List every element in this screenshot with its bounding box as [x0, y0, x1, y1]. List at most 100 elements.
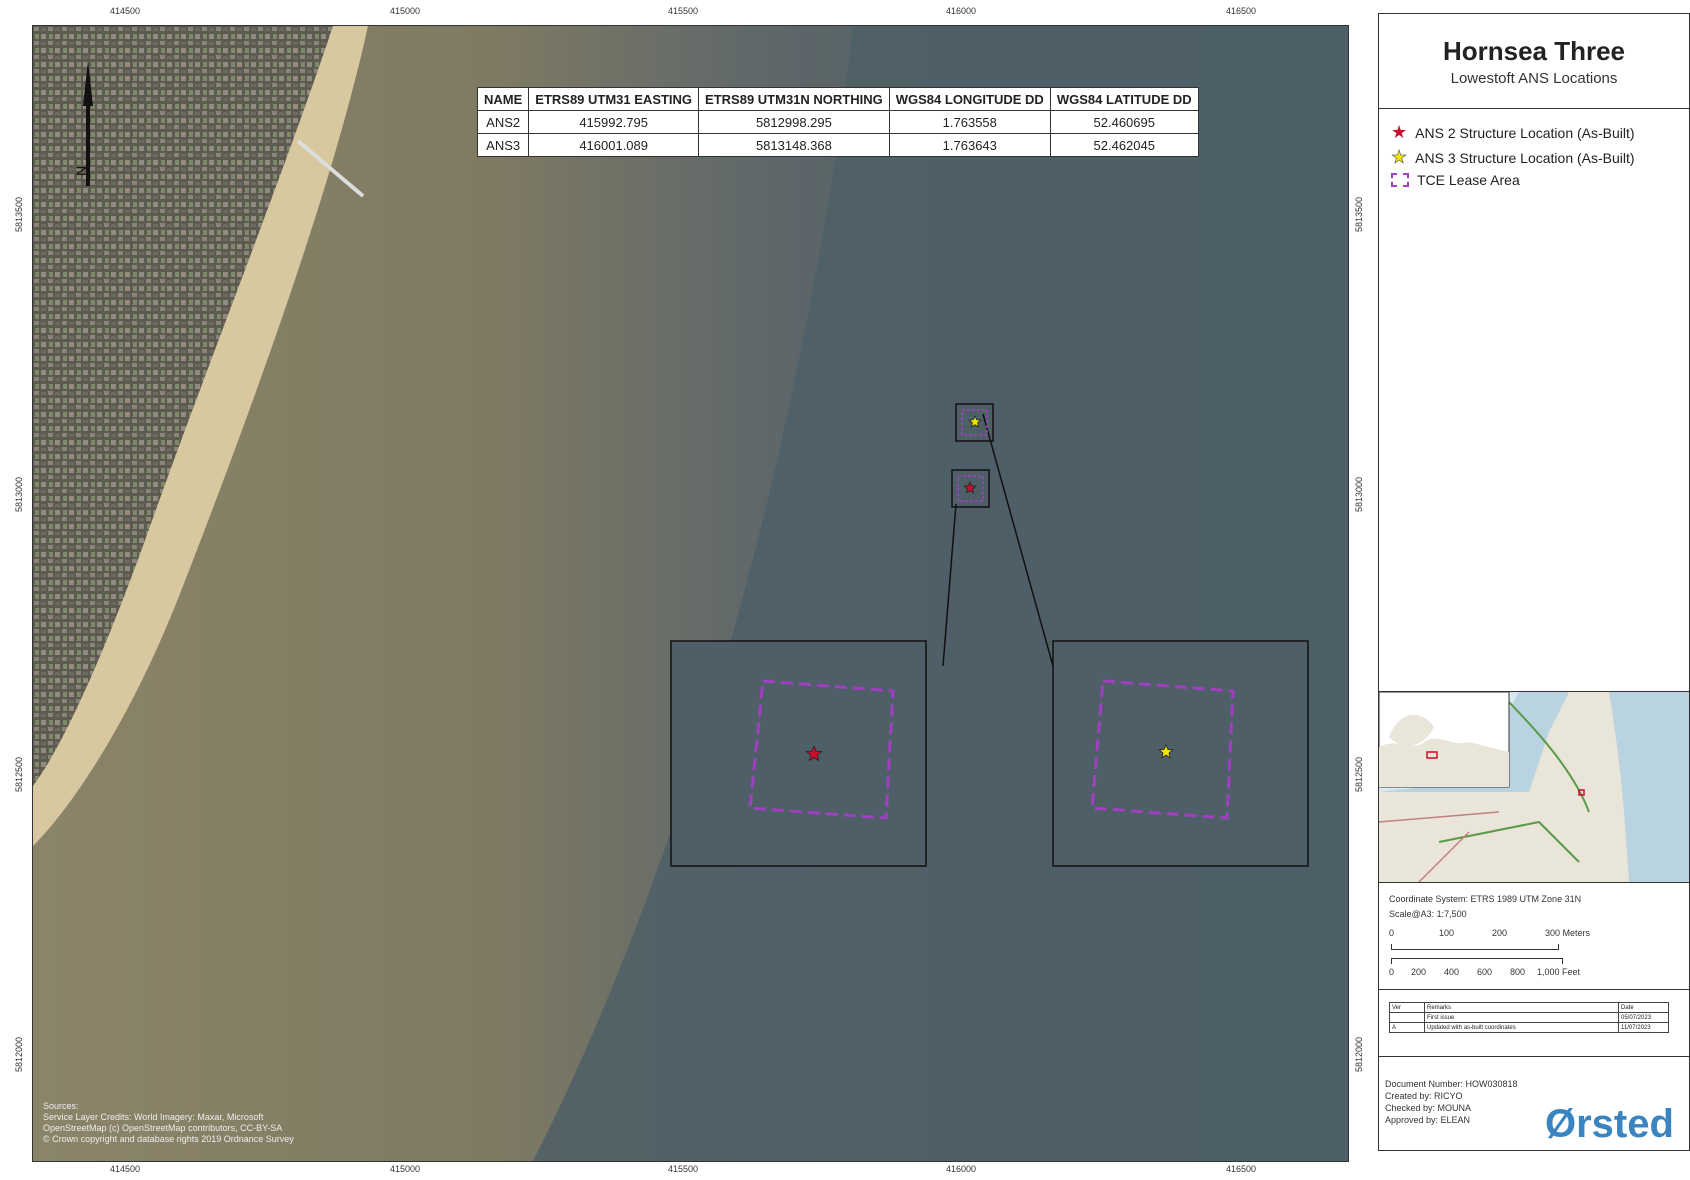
col-northing: ETRS89 UTM31N NORTHING: [698, 87, 890, 111]
approved-by: Approved by: ELEAN: [1385, 1115, 1471, 1125]
orsted-logo: Ørsted: [1545, 1102, 1674, 1146]
cell: Updated with as-built coordinates: [1424, 1022, 1619, 1033]
ans3-small-box: [955, 403, 994, 442]
legend-item-ans3: ★ ANS 3 Structure Location (As-Built): [1391, 147, 1635, 168]
scale-tick: 0: [1389, 967, 1395, 977]
cell: 5813148.368: [698, 133, 890, 157]
credits-line: OpenStreetMap (c) OpenStreetMap contribu…: [43, 1123, 283, 1133]
star-ans2-large-shape: [805, 744, 823, 762]
created-by: Created by: RICYO: [1385, 1091, 1463, 1101]
scale-tick: 200: [1411, 967, 1427, 977]
star-ans3-large-shape: [1158, 743, 1174, 759]
map-subtitle: Lowestoft ANS Locations: [1450, 70, 1618, 87]
cell: 05/07/2023: [1618, 1012, 1669, 1023]
scale-tick: 100: [1439, 928, 1455, 938]
coordinate-system: Coordinate System: ETRS 1989 UTM Zone 31…: [1389, 894, 1582, 904]
y-tick-right-4: 5812000: [1354, 1036, 1364, 1072]
yellow-star-icon: ★: [1391, 147, 1408, 168]
map-credits: Sources: Service Layer Credits: World Im…: [43, 1101, 294, 1145]
credits-line: © Crown copyright and database rights 20…: [43, 1134, 294, 1144]
y-tick-right-3: 5812500: [1354, 756, 1364, 792]
town-area: [33, 26, 333, 786]
cell: A: [1389, 1022, 1425, 1033]
ans3-star-marker: [1158, 743, 1174, 759]
cell: 52.462045: [1049, 133, 1199, 157]
credits-line: Sources:: [43, 1101, 79, 1111]
x-tick-top-4: 416000: [946, 6, 977, 16]
scale-tick: 0: [1389, 928, 1395, 938]
legend-label: ANS 3 Structure Location (As-Built): [1415, 149, 1635, 166]
scale-tick: 600: [1477, 967, 1493, 977]
ans3-lease-area: [1090, 679, 1235, 820]
cell: 52.460695: [1049, 110, 1199, 134]
cell: 416001.089: [528, 133, 700, 157]
map-canvas: N: [33, 26, 1348, 1161]
scale-tick: 400: [1444, 967, 1460, 977]
cell: 11/07/2023: [1618, 1022, 1669, 1033]
col-easting: ETRS89 UTM31 EASTING: [528, 87, 700, 111]
col-name: NAME: [476, 87, 530, 111]
north-arrow: N: [73, 61, 93, 186]
cell: 415992.795: [528, 110, 700, 134]
revision-table: Ver Remarks Date First issue 05/07/2023 …: [1389, 1002, 1669, 1033]
map-title: Hornsea Three: [1442, 36, 1626, 66]
cell: Date: [1618, 1002, 1669, 1013]
deep-water: [533, 26, 1348, 1161]
map-info-panel: Hornsea Three Lowestoft ANS Locations ★ …: [1378, 13, 1690, 1151]
legend-label: ANS 2 Structure Location (As-Built): [1415, 124, 1635, 141]
legend-item-lease: TCE Lease Area: [1391, 172, 1520, 188]
cell: Ver: [1389, 1002, 1425, 1013]
cell: 1.763558: [888, 110, 1051, 134]
x-tick-bottom-1: 414500: [110, 1164, 141, 1174]
x-tick-top-3: 415500: [668, 6, 699, 16]
legend-item-ans2: ★ ANS 2 Structure Location (As-Built): [1391, 122, 1635, 143]
document-number: Document Number: HOW030818: [1385, 1079, 1518, 1089]
y-tick-left-2: 5813000: [14, 476, 24, 512]
star-ans2-small-shape: [963, 480, 977, 494]
y-tick-right-2: 5813000: [1354, 476, 1364, 512]
table-row: ANS2 415992.795 5812998.295 1.763558 52.…: [476, 110, 1199, 134]
y-tick-left-1: 5813500: [14, 196, 24, 232]
ans2-star-small: [963, 480, 977, 494]
credits-line: Service Layer Credits: World Imagery: Ma…: [43, 1112, 264, 1122]
red-star-icon: ★: [1391, 122, 1408, 142]
cell: [1389, 1012, 1425, 1023]
ans2-lease-area: [748, 679, 895, 820]
col-latitude: WGS84 LATITUDE DD: [1049, 87, 1199, 111]
ans3-star-small: [968, 414, 982, 428]
cell: Remarks: [1424, 1002, 1619, 1013]
meters-scale-bar: [1391, 944, 1559, 950]
ans3-inset-box: [1052, 640, 1309, 867]
x-tick-top-1: 414500: [110, 6, 141, 16]
north-label: N: [73, 166, 89, 176]
x-tick-bottom-2: 415000: [390, 1164, 421, 1174]
document-info: Document Number: HOW030818 Created by: R…: [1385, 1078, 1518, 1126]
col-longitude: WGS84 LONGITUDE DD: [888, 87, 1051, 111]
x-tick-bottom-4: 416000: [946, 1164, 977, 1174]
scale-tick: 300 Meters: [1545, 928, 1591, 938]
overview-map: [1379, 691, 1689, 883]
beach-area: [33, 26, 368, 846]
table-row: ANS3 416001.089 5813148.368 1.763643 52.…: [476, 133, 1199, 157]
y-tick-right-1: 5813500: [1354, 196, 1364, 232]
dashed-square-icon: [1391, 173, 1409, 187]
ans2-small-box: [951, 469, 990, 508]
legend-label: TCE Lease Area: [1417, 172, 1520, 188]
coordinate-table: NAME ETRS89 UTM31 EASTING ETRS89 UTM31N …: [476, 87, 1199, 157]
x-tick-bottom-3: 415500: [668, 1164, 699, 1174]
star-ans3-small-shape: [968, 414, 982, 428]
scale-text: Scale@A3: 1:7,500: [1389, 909, 1467, 919]
cell: First issue: [1424, 1012, 1619, 1023]
cell: ANS3: [476, 133, 530, 157]
cell: 5812998.295: [698, 110, 890, 134]
checked-by: Checked by: MOUNA: [1385, 1103, 1472, 1113]
x-tick-top-5: 416500: [1226, 6, 1257, 16]
map-frame[interactable]: N NAME ETRS89 UTM31 EASTING ETRS89 UTM31…: [32, 25, 1349, 1162]
ans2-inset-box: [670, 640, 927, 867]
y-tick-left-4: 5812000: [14, 1036, 24, 1072]
x-tick-bottom-5: 416500: [1226, 1164, 1257, 1174]
cell: 1.763643: [888, 133, 1051, 157]
feet-scale-bar: [1391, 958, 1563, 964]
scale-tick: 200: [1492, 928, 1508, 938]
scale-tick: 800: [1510, 967, 1526, 977]
